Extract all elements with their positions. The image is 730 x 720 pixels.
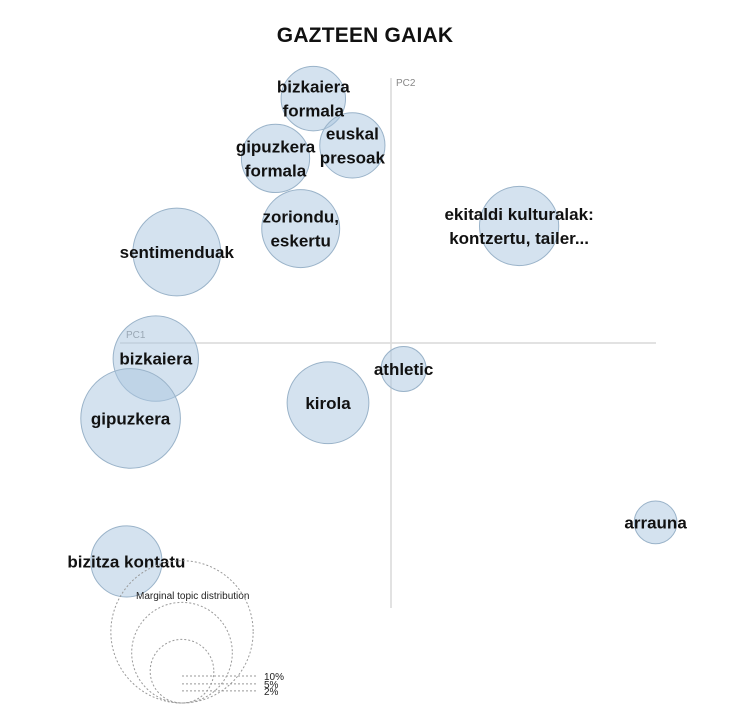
topic-label: bizitza kontatu [67, 552, 185, 571]
legend-circle [149, 638, 215, 704]
topic-label-line: athletic [374, 360, 434, 379]
legend-label: 10% [264, 672, 284, 683]
topic-bubble [261, 189, 341, 269]
topic-label: kirola [305, 394, 351, 413]
topic-label-line: bizitza kontatu [67, 552, 185, 571]
topic-bubbles-group [80, 65, 678, 598]
topic-label-line: formala [283, 102, 345, 121]
topic-label-line: arrauna [624, 513, 687, 532]
legend-label: 5% [264, 680, 279, 691]
topic-label: bizkaiera formala [277, 78, 350, 121]
topic-bubble [90, 525, 163, 598]
topic-bubble [240, 123, 311, 194]
topic-label-line: gipuzkera [91, 409, 171, 428]
topic-label-line: sentimenduak [120, 243, 235, 262]
topic-label: euskal presoak [320, 124, 386, 167]
topic-bubble [380, 346, 427, 392]
chart-title: GAZTEEN GAIAK [276, 24, 454, 47]
topic-label-line: presoak [320, 148, 386, 167]
topic-bubble [319, 112, 386, 179]
topic-label: arrauna [624, 513, 687, 532]
topic-bubble [280, 65, 347, 132]
topic-label-line: bizkaiera [119, 350, 192, 369]
legend-circle [131, 601, 233, 704]
topic-label: zoriondu, eskertu [262, 208, 338, 251]
legend-label: 2% [264, 687, 279, 698]
topic-label-line: kirola [305, 394, 351, 413]
topic-bubble [633, 500, 678, 545]
topic-label: bizkaiera [119, 350, 192, 369]
topic-label-line: gipuzkera [236, 137, 316, 156]
pc2-axis-label: PC2 [396, 78, 416, 89]
topic-label-line: bizkaiera [277, 78, 350, 97]
topic-label: ekitaldi kulturalak: kontzertu, tailer... [444, 205, 593, 248]
axes-group: PC1PC2 [120, 78, 656, 608]
topic-bubble [132, 207, 222, 297]
topic-label-line: ekitaldi kulturalak: [444, 205, 593, 224]
topic-label-line: euskal [326, 124, 379, 143]
legend-circle [110, 560, 254, 704]
topic-label: sentimenduak [120, 243, 235, 262]
topic-label: athletic [374, 360, 434, 379]
topic-bubble [80, 368, 181, 469]
topic-label-line: zoriondu, [262, 208, 338, 227]
topic-label-line: formala [245, 161, 307, 180]
topic-label-line: kontzertu, tailer... [449, 229, 589, 248]
topic-label-line: eskertu [270, 232, 330, 251]
topic-label: gipuzkera [91, 409, 171, 428]
size-legend: Marginal topic distribution 2%5%10% [110, 560, 284, 704]
topic-bubble [286, 361, 370, 445]
legend-title: Marginal topic distribution [136, 591, 249, 602]
topic-label: gipuzkera formala [236, 137, 316, 180]
topic-bubble [478, 185, 560, 267]
